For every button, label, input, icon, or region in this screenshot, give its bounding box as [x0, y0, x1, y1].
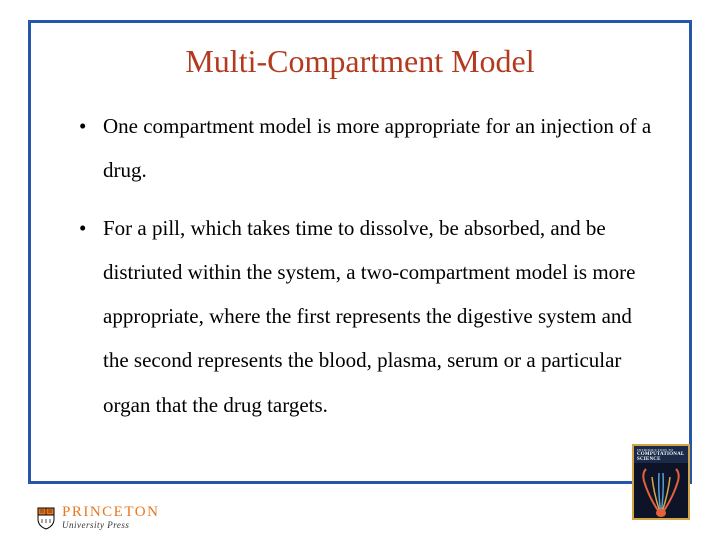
logo-subtitle: University Press — [62, 521, 159, 530]
shield-icon — [36, 506, 56, 530]
princeton-text: PRINCETON University Press — [62, 505, 159, 530]
bullet-item: One compartment model is more appropriat… — [79, 104, 661, 192]
slide-border: Multi-Compartment Model One compartment … — [28, 20, 692, 484]
book-line2: COMPUTATIONAL SCIENCE — [637, 452, 685, 462]
bullet-list: One compartment model is more appropriat… — [79, 104, 661, 427]
book-title-area: INTRODUCTION TO COMPUTATIONAL SCIENCE — [634, 446, 688, 463]
princeton-logo: PRINCETON University Press — [36, 505, 159, 530]
book-cover-thumbnail: INTRODUCTION TO COMPUTATIONAL SCIENCE — [632, 444, 690, 520]
book-art — [634, 463, 688, 518]
slide-title: Multi-Compartment Model — [31, 43, 689, 80]
slide-content: One compartment model is more appropriat… — [31, 104, 689, 427]
logo-word: PRINCETON — [62, 505, 159, 520]
bullet-item: For a pill, which takes time to dissolve… — [79, 206, 661, 426]
